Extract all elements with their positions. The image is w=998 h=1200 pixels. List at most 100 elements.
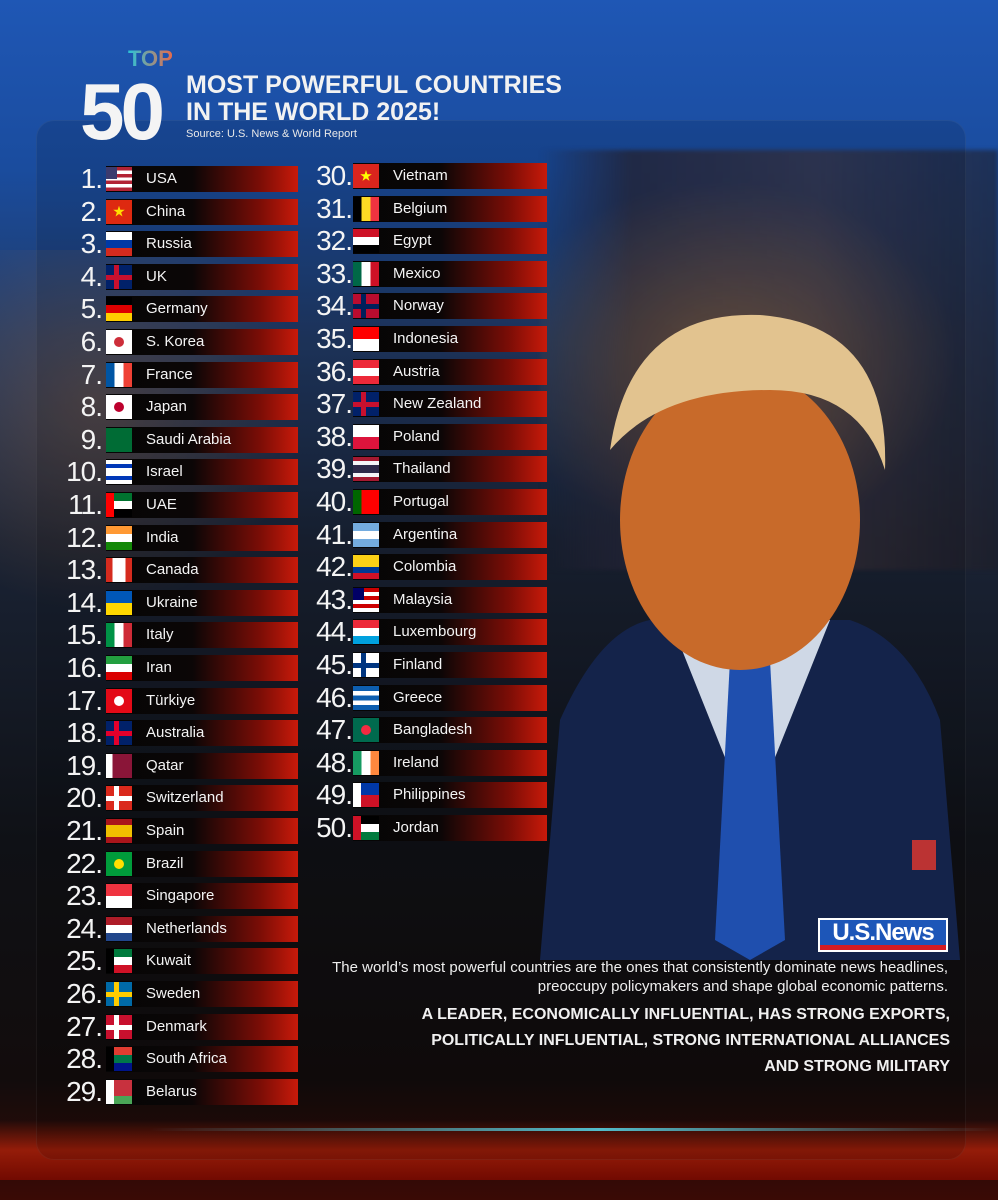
country-bar: Netherlands — [106, 915, 298, 942]
country-name: Saudi Arabia — [146, 430, 232, 448]
country-name: South Africa — [146, 1050, 227, 1068]
country-name: Russia — [146, 235, 192, 253]
country-bar: UAE — [106, 492, 298, 518]
country-name: Belgium — [393, 199, 448, 217]
country-name: Netherlands — [146, 919, 227, 937]
face — [620, 370, 860, 670]
flag-icon — [353, 457, 379, 482]
rank-number: 36. — [316, 355, 353, 387]
rank-number: 4. — [80, 260, 103, 292]
country-bar: Denmark — [106, 1013, 298, 1040]
rank-number: 43. — [316, 583, 353, 615]
flag-icon — [106, 916, 132, 941]
country-bar: Poland — [353, 423, 547, 450]
flag-icon — [106, 167, 132, 191]
page-title: MOST POWERFUL COUNTRIES IN THE WORLD 202… — [186, 72, 562, 126]
country-name: Türkiye — [146, 691, 196, 709]
flag-icon — [106, 232, 132, 257]
country-name: Mexico — [393, 264, 441, 282]
country-name: Ireland — [393, 753, 439, 771]
rank-number: 20. — [66, 782, 103, 814]
hair — [610, 314, 886, 470]
rank-number: 18. — [66, 717, 103, 749]
country-name: Austria — [393, 362, 440, 380]
country-name: New Zealand — [393, 395, 482, 413]
description-text: The world’s most powerful countries are … — [332, 959, 948, 995]
country-bar: India — [106, 524, 298, 551]
flag-icon — [106, 656, 132, 680]
rank-number: 39. — [316, 453, 353, 485]
country-name: Ukraine — [146, 593, 198, 611]
title-line-2: IN THE WORLD 2025! — [186, 98, 441, 126]
country-bar: Ukraine — [106, 589, 298, 616]
country-bar: Bangladesh — [353, 717, 547, 744]
country-name: Norway — [393, 297, 444, 315]
criteria-text: A LEADER, ECONOMICALLY INFLUENTIAL, HAS … — [310, 1002, 950, 1080]
rank-number: 47. — [316, 714, 353, 746]
star-icon — [113, 205, 125, 217]
flag-icon — [353, 783, 379, 808]
country-name: UK — [146, 267, 167, 285]
flag-icon — [106, 688, 132, 713]
country-bar: USA — [106, 166, 298, 192]
rank-number: 50. — [316, 812, 353, 843]
flag-icon — [106, 199, 132, 224]
flag-icon — [353, 196, 379, 221]
flag-icon — [106, 590, 132, 615]
flag-icon — [353, 164, 379, 188]
rank-number: 35. — [316, 323, 353, 354]
country-bar: Indonesia — [353, 326, 547, 352]
country-name: Belarus — [146, 1082, 197, 1100]
country-bar: Portugal — [353, 489, 547, 515]
flag-icon — [353, 522, 379, 547]
flag-icon — [106, 851, 132, 876]
rank-number: 3. — [80, 228, 103, 260]
rank-number: 13. — [66, 554, 103, 586]
country-name: Egypt — [393, 232, 432, 250]
flag-icon — [353, 620, 379, 645]
flag-icon — [106, 493, 132, 517]
country-bar: Türkiye — [106, 687, 298, 714]
country-name: Colombia — [393, 558, 457, 576]
country-name: Israel — [146, 463, 183, 481]
rank-number: 37. — [316, 388, 353, 420]
country-bar: Jordan — [353, 815, 547, 841]
country-bar: S. Korea — [106, 329, 298, 355]
country-name: Malaysia — [393, 590, 453, 608]
country-name: Jordan — [393, 819, 439, 836]
country-name: Sweden — [146, 985, 201, 1002]
country-name: Germany — [146, 300, 208, 318]
country-bar: China — [106, 198, 298, 225]
rank-number: 31. — [316, 192, 353, 224]
country-name: Italy — [146, 626, 174, 644]
rank-number: 25. — [66, 945, 103, 977]
flag-icon — [353, 816, 379, 840]
country-name: Bangladesh — [393, 721, 473, 739]
rank-number: 26. — [66, 978, 103, 1009]
flag-icon — [353, 555, 379, 580]
country-bar: Qatar — [106, 752, 298, 779]
country-name: S. Korea — [146, 333, 205, 350]
country-name: Canada — [146, 561, 199, 579]
country-bar: Australia — [106, 720, 298, 747]
country-bar: Colombia — [353, 554, 547, 581]
country-bar: Philippines — [353, 782, 547, 809]
rank-number: 7. — [80, 358, 103, 390]
flag-icon — [353, 685, 379, 710]
rank-number: 1. — [80, 163, 103, 194]
flag-icon — [106, 623, 132, 648]
rank-number: 38. — [316, 420, 353, 452]
rank-number: 41. — [316, 518, 353, 550]
flag-icon — [353, 229, 379, 254]
country-bar: UK — [106, 263, 298, 290]
rank-number: 33. — [316, 257, 353, 289]
country-name: Poland — [393, 427, 440, 445]
star-icon — [360, 170, 372, 181]
rank-number: 49. — [316, 779, 353, 811]
country-bar: Luxembourg — [353, 619, 547, 646]
country-name: USA — [146, 170, 177, 187]
country-name: Singapore — [146, 887, 215, 905]
country-bar: Russia — [106, 231, 298, 258]
country-bar: New Zealand — [353, 391, 547, 418]
source-label: Source: U.S. News & World Report — [186, 128, 357, 140]
